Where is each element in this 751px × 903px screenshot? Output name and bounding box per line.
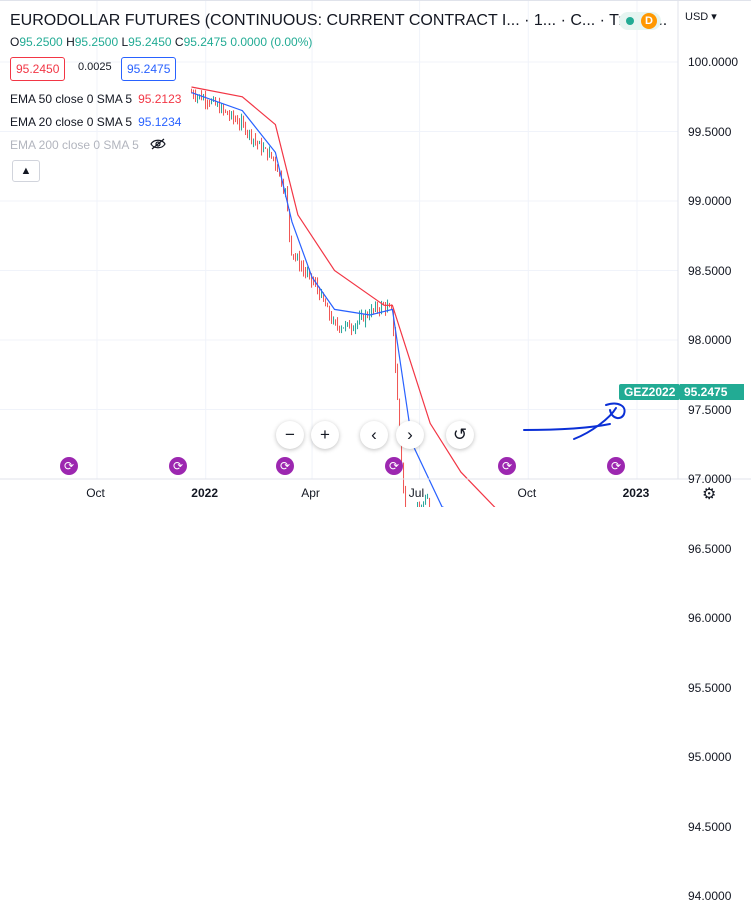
sell-price-button[interactable]: 95.2450 [10, 57, 66, 81]
indicator-ema200[interactable]: EMA 200 close 0 SMA 5 [10, 138, 166, 153]
y-tick-label: 99.5000 [688, 124, 732, 139]
y-tick-label: 98.5000 [688, 263, 732, 278]
ema20-value: 95.1234 [138, 115, 182, 129]
close-value: 95.2475 [183, 35, 227, 49]
zoom-out-button[interactable]: − [276, 421, 304, 449]
eye-off-icon[interactable] [150, 138, 166, 153]
ema50-line [191, 86, 496, 507]
indicator-ema50[interactable]: EMA 50 close 0 SMA 5 95.2123 [10, 92, 182, 106]
x-tick-label: Oct [86, 486, 105, 500]
buy-price-button[interactable]: 95.2475 [121, 57, 177, 81]
change-value: 0.0000 (0.00%) [230, 35, 313, 49]
indicator-ema20[interactable]: EMA 20 close 0 SMA 5 95.1234 [10, 115, 182, 129]
market-status-badge[interactable]: D [619, 12, 661, 30]
data-delay-badge: D [641, 13, 657, 29]
dividend-marker-icon[interactable]: ⟳ [60, 457, 78, 475]
dividend-marker-icon[interactable]: ⟳ [607, 457, 625, 475]
y-tick-label: 95.0000 [688, 750, 732, 764]
price-candles [191, 88, 431, 507]
y-tick-label: 96.0000 [688, 611, 732, 625]
x-tick-label: 2022 [191, 486, 218, 500]
market-open-icon [626, 17, 634, 25]
chart-title[interactable]: EURODOLLAR FUTURES (CONTINUOUS: CURRENT … [10, 12, 668, 29]
ema20-line [191, 92, 445, 507]
last-price-label: 95.2475 [680, 384, 744, 400]
scroll-back-button[interactable]: ‹ [360, 421, 388, 449]
x-tick-label: 2023 [622, 486, 650, 500]
open-value: 95.2500 [19, 35, 63, 49]
y-tick-label: 97.0000 [688, 472, 732, 486]
reset-chart-button[interactable]: ↺ [446, 421, 474, 449]
zoom-in-button[interactable]: + [311, 421, 339, 449]
spread-value: 0.0025 [78, 61, 112, 73]
scroll-forward-button[interactable]: › [396, 421, 424, 449]
dividend-marker-icon[interactable]: ⟳ [169, 457, 187, 475]
y-tick-label: 95.5000 [688, 680, 732, 695]
y-tick-label: 94.0000 [688, 889, 732, 903]
price-chart[interactable] [0, 0, 751, 507]
y-tick-label: 97.5000 [688, 402, 732, 417]
y-tick-label: 98.0000 [688, 333, 732, 347]
dividend-marker-icon[interactable]: ⟳ [498, 457, 516, 475]
chart-grid [0, 0, 678, 480]
dividend-marker-icon[interactable]: ⟳ [276, 457, 294, 475]
y-tick-label: 100.0000 [688, 55, 739, 69]
y-tick-label: 94.5000 [688, 819, 732, 834]
gear-icon[interactable]: ⚙ [702, 486, 717, 503]
ohlc-values: O95.2500 H95.2500 L95.2450 C95.2475 0.00… [10, 35, 313, 49]
x-tick-label: Oct [517, 486, 537, 500]
chevron-up-icon: ▲ [20, 165, 32, 177]
ema50-value: 95.2123 [138, 92, 182, 106]
symbol-price-tag: GEZ2022 [619, 384, 681, 400]
drawing-arrow[interactable] [523, 402, 626, 440]
high-value: 95.2500 [74, 35, 119, 49]
x-tick-label: Jul [408, 486, 425, 500]
currency-selector[interactable]: USD ▾ [685, 11, 717, 23]
y-tick-label: 96.5000 [688, 541, 732, 556]
collapse-legend-button[interactable]: ▲ [12, 160, 40, 182]
low-value: 95.2450 [128, 35, 172, 49]
dividend-marker-icon[interactable]: ⟳ [385, 457, 403, 475]
y-tick-label: 99.0000 [688, 194, 732, 208]
x-tick-label: Apr [301, 486, 320, 500]
